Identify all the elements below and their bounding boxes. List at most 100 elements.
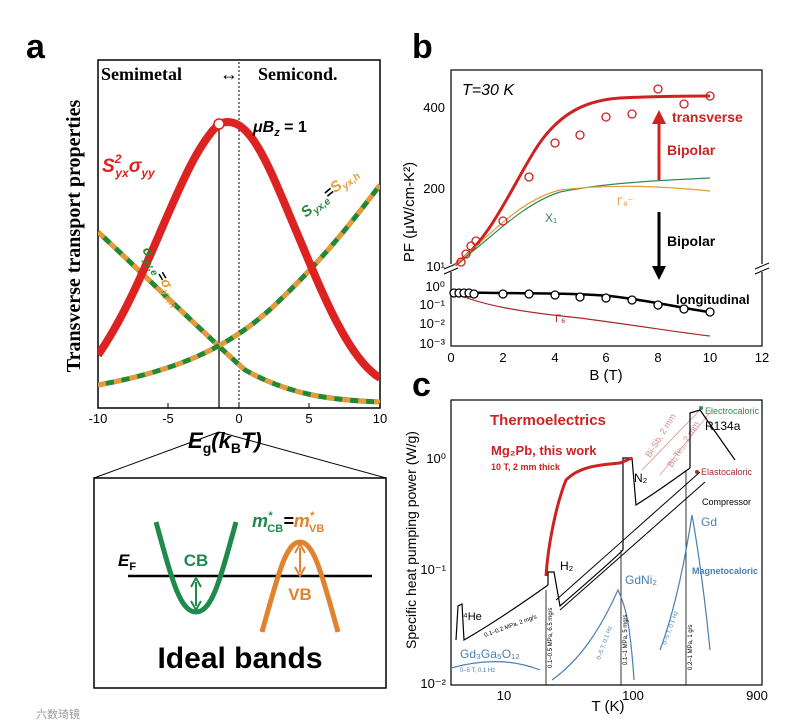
transverse-point [471, 236, 481, 246]
panel-a-xaxis: -10 -5 0 5 10 [89, 403, 387, 426]
s2sigma-sub1: yx [114, 166, 130, 180]
compressor-he-curve [455, 584, 549, 642]
panel-b-xlabel: B (T) [589, 367, 622, 384]
b-ytick-label: 400 [423, 100, 445, 115]
longitudinal-point [498, 289, 508, 299]
b-xtick-label: 0 [447, 350, 454, 365]
b-xtick-label: 12 [755, 350, 769, 365]
a-xtick-label: 0 [235, 411, 242, 426]
longitudinal-point [705, 307, 715, 317]
transverse-point [705, 91, 715, 101]
bipolar-down-label: Bipolar [667, 233, 716, 249]
transverse-points [456, 84, 715, 267]
panel-a-ylabel: Transverse transport properties [63, 100, 85, 373]
xlabel-k: (k [211, 428, 232, 453]
b-xtick-label: 8 [654, 350, 661, 365]
compressor-label: Compressor [702, 497, 751, 507]
bands-box [93, 477, 387, 689]
b-xtick-label: 2 [499, 350, 506, 365]
mubz-sub: z [273, 127, 280, 139]
syx-label: Syx,e=Syx,h [298, 164, 363, 223]
panel-a-xlabel: Eg(kBT) [188, 428, 262, 456]
gamma6-label: Γ₆⁻ [555, 313, 571, 325]
watermark: 六数琦镜 [36, 707, 80, 721]
gd3ga5o12-label: Gd₃Ga₅O₁₂ [460, 647, 520, 661]
compressor-line-2 [559, 481, 706, 611]
bipolar-down-arrow-head [652, 266, 666, 280]
meq-sub1: CB [267, 523, 283, 535]
panel-c-ylabel: Specific heat pumping power (W/g) [403, 431, 419, 649]
b-xtick-label: 6 [602, 350, 609, 365]
zoom-line-left [93, 431, 220, 479]
r134a-label: R134a [705, 419, 741, 433]
peak-marker [213, 118, 225, 130]
transverse-point [653, 84, 663, 94]
gd3ga5o12-curve [450, 660, 541, 671]
transverse-model-curve [454, 94, 711, 267]
c-ytick-label: 10⁰ [426, 451, 446, 466]
bi2te3-line [659, 409, 713, 476]
ef-sub: F [129, 561, 136, 573]
a-xtick-label: -5 [162, 411, 174, 426]
panel-c-frame [450, 399, 763, 686]
gd-curve [659, 514, 711, 651]
panel-c-yaxis: 10⁰ 10⁻¹ 10⁻² [420, 451, 446, 691]
zoom-line-right [218, 431, 387, 479]
cb-label: CB [184, 551, 209, 570]
b-xtick-label: 10 [703, 350, 717, 365]
b-ytick-label: 10¹ [426, 259, 445, 274]
longitudinal-point [601, 293, 611, 303]
panel-c-letter: c [412, 366, 431, 404]
n2-label: N₂ [634, 471, 648, 485]
cb-arrow-head-top [190, 575, 202, 588]
gdni2-label: GdNi₂ [625, 573, 657, 587]
temperature-label: T=30 K [462, 82, 515, 99]
panel-b-xaxis: 0 2 4 6 8 10 12 [447, 350, 769, 365]
s2sigma-curve [98, 118, 380, 382]
gamma8-curve [454, 185, 711, 266]
transverse-point [627, 109, 637, 119]
longitudinal-point [653, 300, 663, 310]
meq-star1: * [268, 510, 273, 522]
longitudinal-point [469, 289, 479, 299]
gamma8-label: Γ₈⁻ [617, 196, 634, 208]
longitudinal-point [575, 292, 585, 302]
xlabel-B: B [231, 440, 241, 456]
longitudinal-point [524, 289, 534, 299]
bipolar-up-arrow-head [652, 110, 666, 124]
transverse-label: transverse [672, 109, 743, 125]
b-ytick-label: 200 [423, 181, 445, 196]
semimetal-label: Semimetal [101, 64, 182, 84]
compressor-r134a-curve [689, 409, 736, 468]
panel-b-frame-lower [450, 269, 763, 347]
compressor-r134a-conditions: 0.2–1 MPa, 1 g/s [688, 625, 694, 670]
semimetal-semicond-arrow: ↔ [220, 64, 238, 84]
panel-c-xlabel: T (K) [591, 698, 624, 715]
compressor-h2-conditions: 0.1–0.5 MPa, 6.5 mg/s [548, 608, 554, 668]
mg2pb-label: Mg₂Pb, this work [491, 443, 597, 458]
gdni2-curve [551, 588, 635, 681]
gdni2-conditions: 0–5 T, 0.1 Hz [596, 626, 614, 661]
magnetocaloric-label: Magnetocaloric [692, 566, 758, 576]
electrocaloric-marker [699, 406, 703, 410]
a-xtick-label: 10 [373, 411, 387, 426]
b-ytick-label: 10⁻³ [419, 336, 445, 351]
transverse-point [575, 130, 585, 140]
compressor-n2-conditions: 0.1–1 MPa, 5 mg/s [623, 615, 629, 665]
s2sigma-sigma: σ [129, 156, 143, 177]
semicond-label: Semicond. [258, 64, 338, 84]
c-ytick-label: 10⁻² [420, 676, 446, 691]
elastocaloric-marker [695, 470, 699, 474]
vb-label: VB [288, 585, 312, 604]
panel-a-letter: a [26, 28, 46, 66]
meq-m1: m [252, 511, 268, 531]
longitudinal-label: longitudinal [676, 292, 750, 307]
s2sigma-S: S [102, 156, 115, 177]
cb-arrow-head-bottom [190, 600, 202, 613]
c-xtick-label: 10 [497, 688, 511, 703]
meq-m2: m [294, 511, 310, 531]
b-ytick-label: 10⁻¹ [419, 297, 445, 312]
transverse-point [679, 99, 689, 109]
s2sigma-sub2: yy [140, 166, 156, 180]
